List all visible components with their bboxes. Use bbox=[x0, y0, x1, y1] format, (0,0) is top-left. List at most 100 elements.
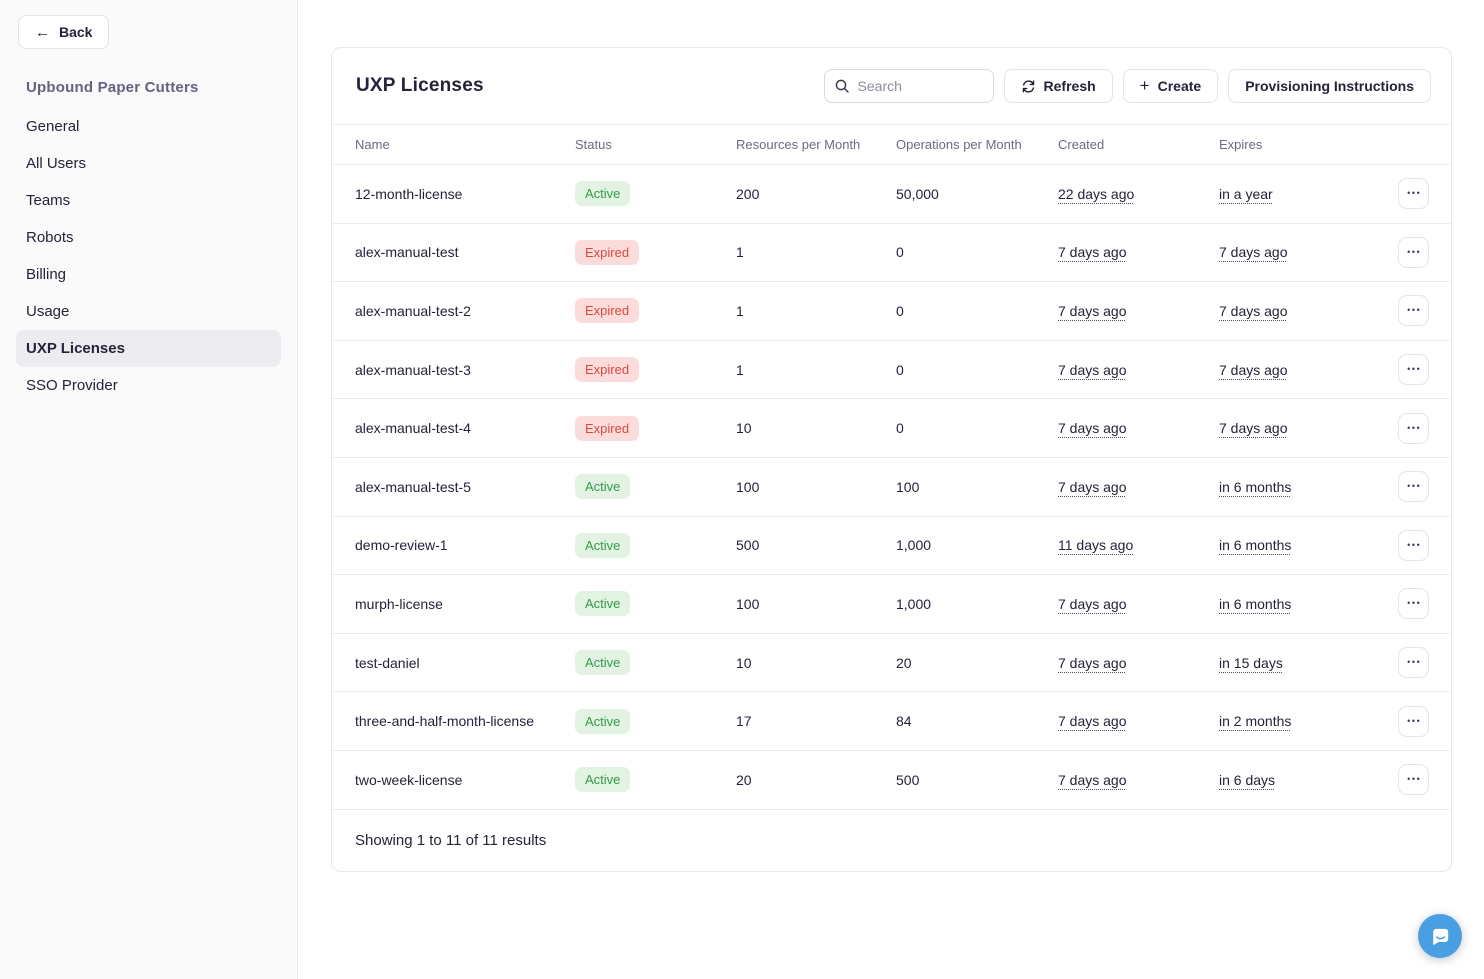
ellipsis-icon: ••• bbox=[1407, 481, 1422, 492]
card-header: UXP Licenses Refresh bbox=[332, 48, 1451, 124]
resources-cell: 1 bbox=[736, 361, 744, 378]
resources-cell: 10 bbox=[736, 420, 752, 437]
sidebar-item-usage[interactable]: Usage bbox=[26, 303, 70, 320]
created-cell: 7 days ago bbox=[1058, 713, 1127, 730]
resources-cell: 100 bbox=[736, 595, 760, 612]
expires-cell: in a year bbox=[1219, 185, 1273, 202]
column-header-name: Name bbox=[355, 137, 390, 152]
operations-cell: 0 bbox=[896, 361, 904, 378]
expires-cell: in 15 days bbox=[1219, 654, 1283, 671]
operations-cell: 1,000 bbox=[896, 595, 932, 612]
table-header-row: Name Status Resources per Month Operatio… bbox=[332, 124, 1451, 165]
resources-cell: 20 bbox=[736, 771, 752, 788]
status-badge: Active bbox=[575, 650, 631, 676]
expires-cell: in 6 months bbox=[1219, 478, 1292, 495]
expires-cell: 7 days ago bbox=[1219, 420, 1288, 437]
license-name: alex-manual-test-4 bbox=[355, 420, 471, 437]
created-cell: 7 days ago bbox=[1058, 771, 1127, 788]
created-cell: 22 days ago bbox=[1058, 185, 1135, 202]
page-title: UXP Licenses bbox=[356, 75, 484, 96]
sidebar-item-sso-provider[interactable]: SSO Provider bbox=[26, 377, 118, 394]
license-name: test-daniel bbox=[355, 654, 420, 671]
row-actions-button[interactable]: ••• bbox=[1398, 412, 1429, 444]
table-row: three-and-half-month-license Active 17 8… bbox=[332, 692, 1451, 751]
resources-cell: 100 bbox=[736, 478, 760, 495]
status-badge: Active bbox=[575, 474, 631, 500]
row-actions-button[interactable]: ••• bbox=[1398, 354, 1429, 386]
sidebar-item-general[interactable]: General bbox=[26, 118, 80, 135]
status-badge: Expired bbox=[575, 415, 640, 441]
column-header-resources: Resources per Month bbox=[736, 137, 861, 152]
ellipsis-icon: ••• bbox=[1407, 657, 1422, 668]
ellipsis-icon: ••• bbox=[1407, 188, 1422, 199]
back-button[interactable]: ← Back bbox=[18, 15, 110, 49]
back-button-label: Back bbox=[59, 24, 93, 40]
org-title: Upbound Paper Cutters bbox=[26, 79, 199, 96]
refresh-button[interactable]: Refresh bbox=[1003, 69, 1113, 103]
column-header-expires: Expires bbox=[1219, 137, 1263, 152]
status-badge: Expired bbox=[575, 357, 640, 383]
row-actions-button[interactable]: ••• bbox=[1398, 647, 1429, 679]
table-row: alex-manual-test-2 Expired 1 0 7 days ag… bbox=[332, 282, 1451, 341]
status-badge: Active bbox=[575, 708, 631, 734]
sidebar-item-teams[interactable]: Teams bbox=[26, 192, 71, 209]
sidebar-item-billing[interactable]: Billing bbox=[26, 266, 67, 283]
table-row: alex-manual-test-4 Expired 10 0 7 days a… bbox=[332, 399, 1451, 458]
sidebar-item-uxp-licenses[interactable]: UXP Licenses bbox=[16, 330, 281, 367]
license-name: two-week-license bbox=[355, 771, 463, 788]
status-badge: Active bbox=[575, 767, 631, 793]
resources-cell: 500 bbox=[736, 537, 760, 554]
table-row: alex-manual-test Expired 1 0 7 days ago … bbox=[332, 224, 1451, 283]
resources-cell: 200 bbox=[736, 185, 760, 202]
status-badge: Active bbox=[575, 591, 631, 617]
license-name: alex-manual-test-3 bbox=[355, 361, 471, 378]
created-cell: 11 days ago bbox=[1058, 537, 1134, 554]
table-row: alex-manual-test-5 Active 100 100 7 days… bbox=[332, 458, 1451, 517]
ellipsis-icon: ••• bbox=[1407, 774, 1422, 785]
row-actions-button[interactable]: ••• bbox=[1398, 178, 1429, 210]
results-count: Showing 1 to 11 of 11 results bbox=[355, 831, 547, 849]
created-cell: 7 days ago bbox=[1058, 302, 1127, 319]
row-actions-button[interactable]: ••• bbox=[1398, 471, 1429, 503]
search-box bbox=[823, 69, 994, 103]
row-actions-button[interactable]: ••• bbox=[1398, 764, 1429, 796]
license-name: alex-manual-test bbox=[355, 244, 459, 261]
status-badge: Expired bbox=[575, 239, 640, 265]
row-actions-button[interactable]: ••• bbox=[1398, 705, 1429, 737]
expires-cell: in 6 days bbox=[1219, 771, 1276, 788]
status-badge: Active bbox=[575, 181, 631, 207]
expires-cell: 7 days ago bbox=[1219, 302, 1288, 319]
sidebar: ← Back Upbound Paper Cutters General All … bbox=[0, 0, 298, 979]
ellipsis-icon: ••• bbox=[1407, 246, 1422, 257]
chat-launcher-button[interactable] bbox=[1418, 914, 1462, 958]
operations-cell: 0 bbox=[896, 302, 904, 319]
row-actions-button[interactable]: ••• bbox=[1398, 295, 1429, 327]
license-name: murph-license bbox=[355, 595, 443, 612]
chat-bubble-icon bbox=[1432, 928, 1448, 945]
operations-cell: 20 bbox=[896, 654, 912, 671]
status-badge: Expired bbox=[575, 298, 640, 324]
created-cell: 7 days ago bbox=[1058, 595, 1127, 612]
operations-cell: 0 bbox=[896, 420, 904, 437]
operations-cell: 500 bbox=[896, 771, 920, 788]
sidebar-item-robots[interactable]: Robots bbox=[26, 229, 74, 246]
resources-cell: 17 bbox=[736, 713, 752, 730]
table-row: two-week-license Active 20 500 7 days ag… bbox=[332, 751, 1451, 810]
resources-cell: 10 bbox=[736, 654, 752, 671]
refresh-icon bbox=[1022, 79, 1034, 93]
column-header-created: Created bbox=[1058, 137, 1105, 152]
search-input[interactable] bbox=[823, 69, 994, 103]
column-header-operations: Operations per Month bbox=[896, 137, 1022, 152]
created-cell: 7 days ago bbox=[1058, 478, 1127, 495]
provisioning-instructions-button[interactable]: Provisioning Instructions bbox=[1228, 69, 1431, 103]
created-cell: 7 days ago bbox=[1058, 361, 1127, 378]
sidebar-item-all-users[interactable]: All Users bbox=[26, 155, 87, 172]
create-button[interactable]: + Create bbox=[1122, 69, 1219, 103]
row-actions-button[interactable]: ••• bbox=[1398, 588, 1429, 620]
row-actions-button[interactable]: ••• bbox=[1398, 529, 1429, 561]
table-row: demo-review-1 Active 500 1,000 11 days a… bbox=[332, 517, 1451, 576]
licenses-card: UXP Licenses Refresh bbox=[331, 47, 1452, 872]
row-actions-button[interactable]: ••• bbox=[1398, 236, 1429, 268]
sidebar-nav: General All Users Teams Robots Billing Usage U… bbox=[16, 108, 281, 404]
expires-cell: in 6 months bbox=[1219, 537, 1292, 554]
